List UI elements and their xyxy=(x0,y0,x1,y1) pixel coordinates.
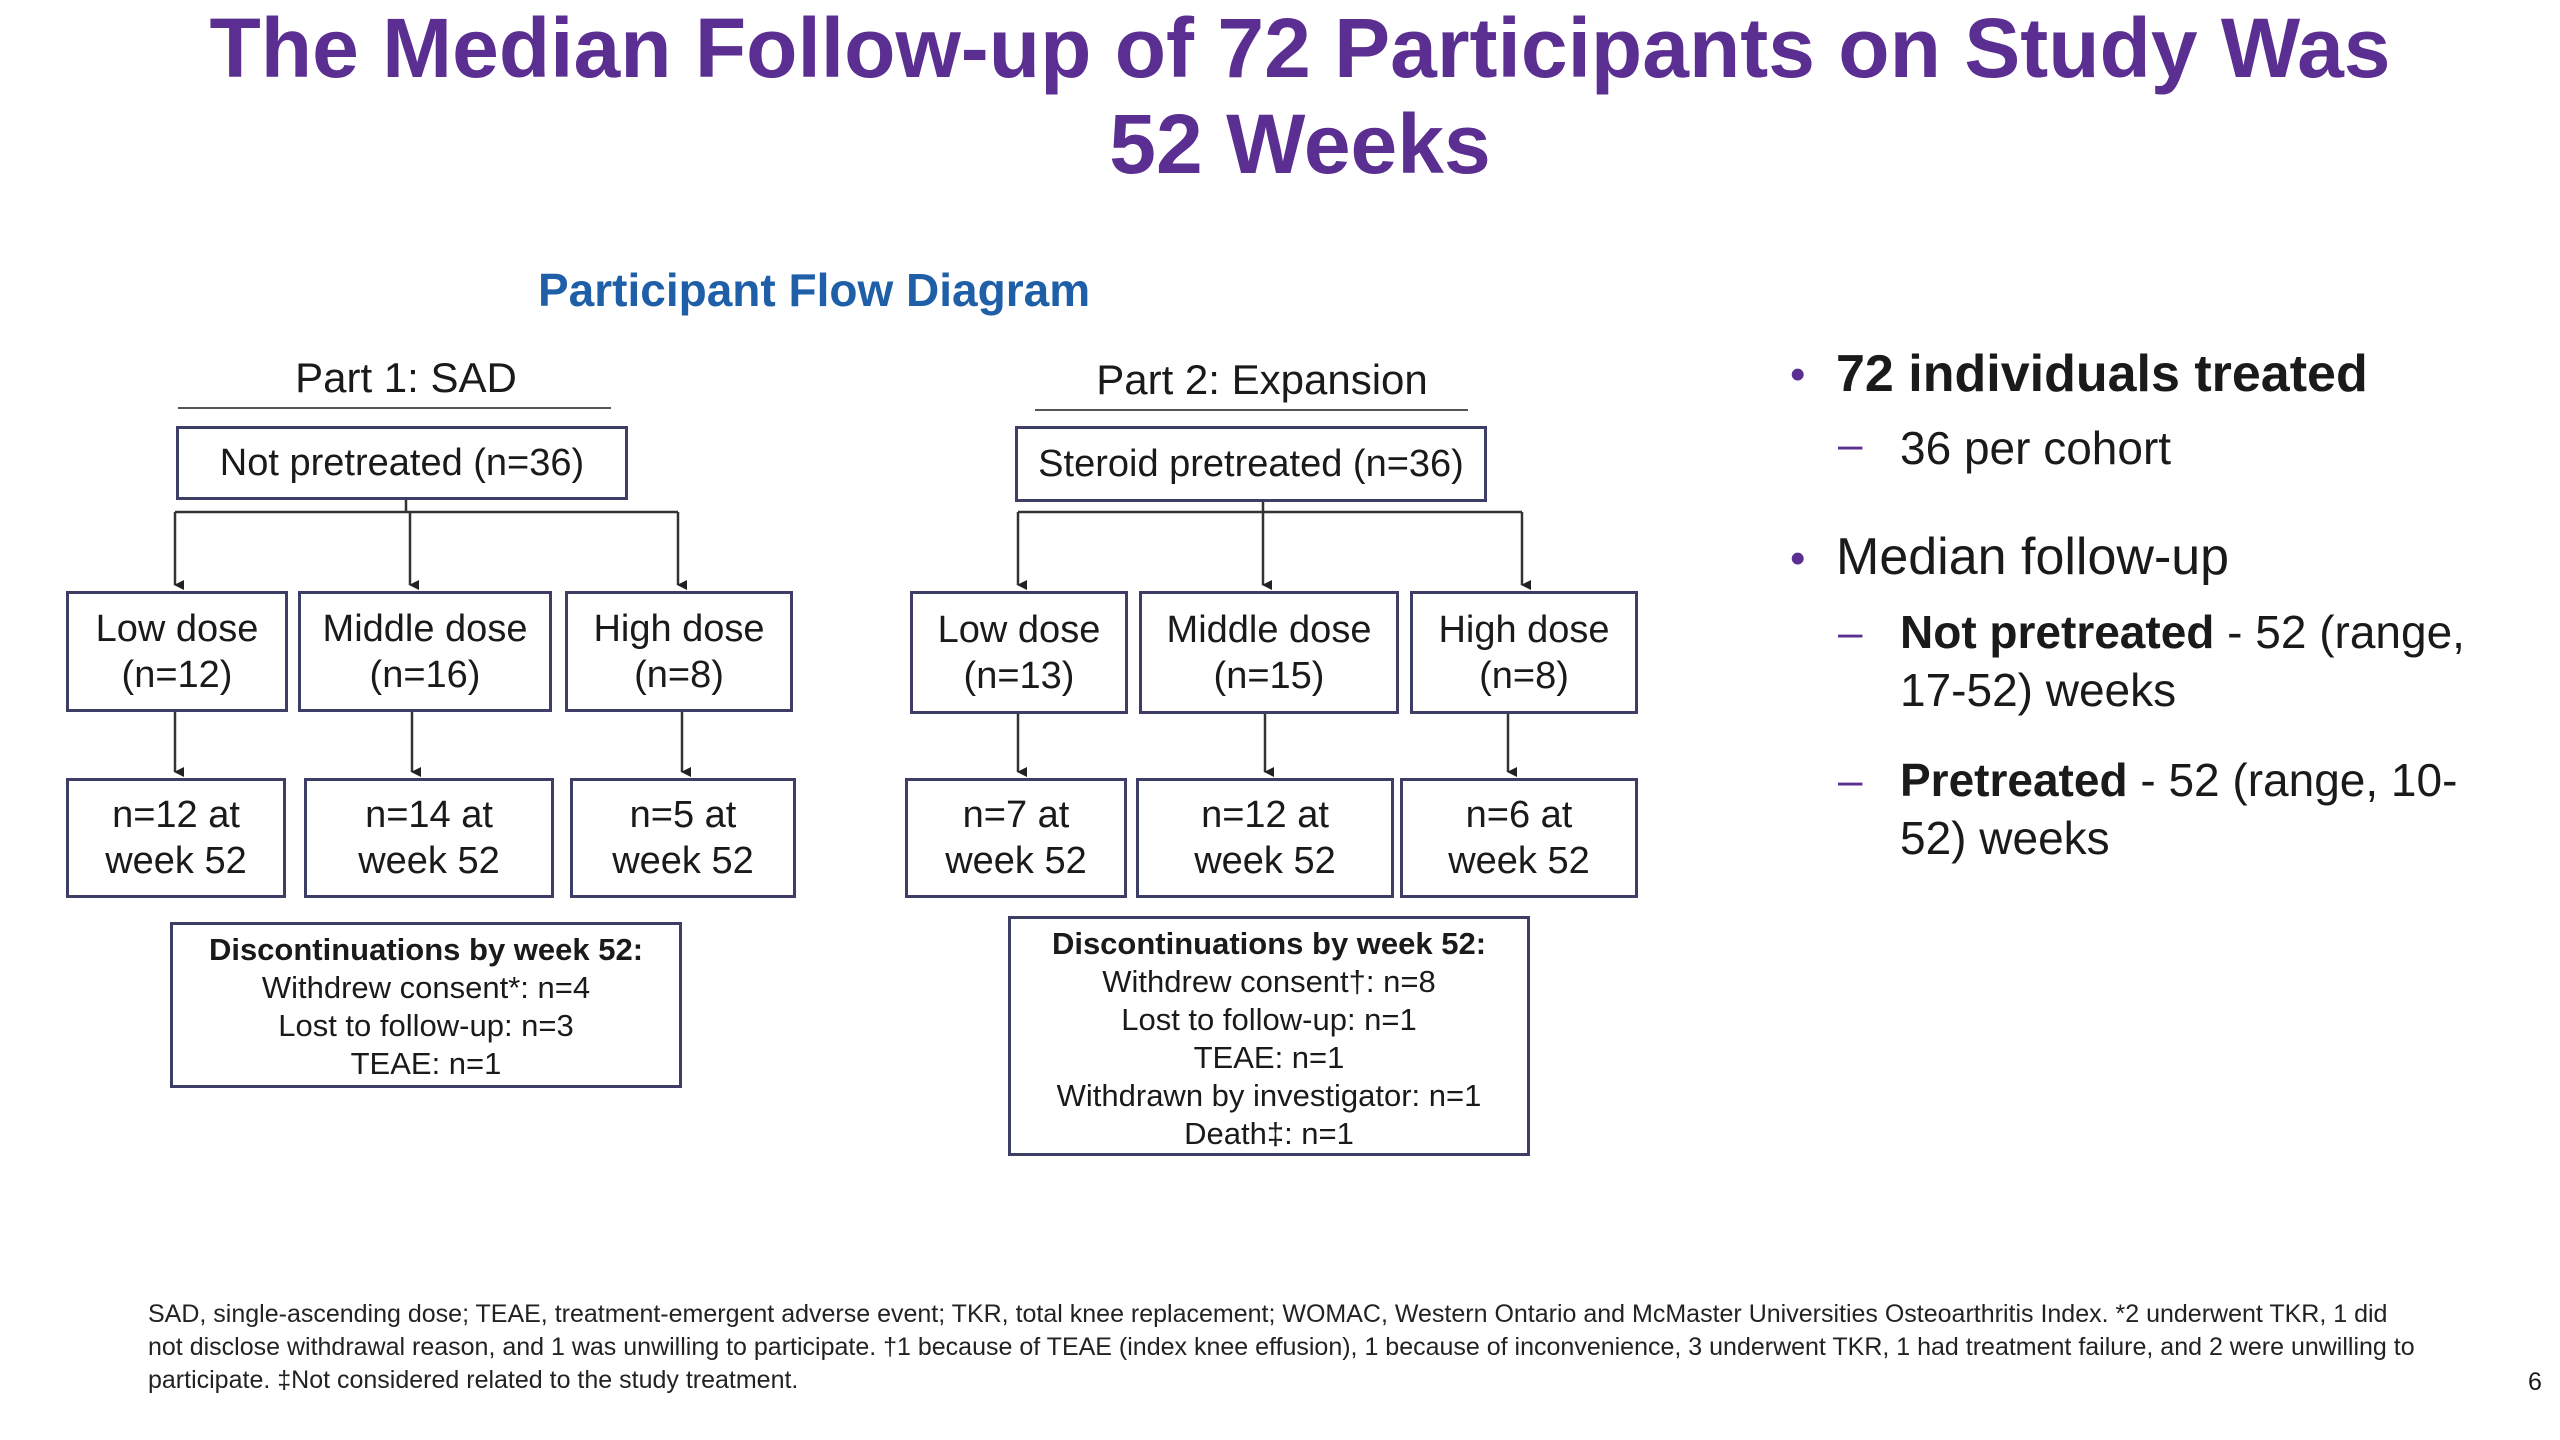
bullet-pretreated-value: - 52 (range, 10-52) weeks xyxy=(1900,754,2458,864)
discontinuation-line: TEAE: n=1 xyxy=(1193,1040,1345,1075)
bullet-not-pretreated-value: - 52 (range, 17-52) weeks xyxy=(1900,606,2465,716)
week52-label: week 52 xyxy=(358,840,500,882)
part1-week52-high-box: n=5 at week 52 xyxy=(570,778,796,898)
part2-arm-high-box: High dose (n=8) xyxy=(1410,591,1638,714)
part2-week52-mid-box: n=12 at week 52 xyxy=(1136,778,1394,898)
part1-week52-low-box: n=12 at week 52 xyxy=(66,778,286,898)
week52-label: week 52 xyxy=(612,840,754,882)
bullet-per-cohort: 36 per cohort xyxy=(1900,422,2172,474)
bullet-dash: – xyxy=(1838,756,1863,805)
slide-title: The Median Follow-up of 72 Participants … xyxy=(0,0,2560,192)
footnote: SAD, single-ascending dose; TEAE, treatm… xyxy=(148,1300,2415,1394)
arm-label: Middle dose xyxy=(322,607,528,650)
arm-label: High dose xyxy=(1438,608,1610,651)
arm-label: High dose xyxy=(593,607,765,650)
arm-n: (n=15) xyxy=(1213,654,1325,697)
part2-label: Part 2: Expansion xyxy=(1096,356,1428,403)
title-line-1: The Median Follow-up of 72 Participants … xyxy=(209,1,2391,95)
bullet-not-pretreated: Not pretreated - 52 (range, 17-52) weeks xyxy=(1900,603,2520,719)
arm-label: Low dose xyxy=(95,607,259,650)
arm-n: (n=12) xyxy=(121,653,233,696)
week52-count: n=12 at xyxy=(1201,794,1329,836)
bullet-pretreated-label: Pretreated xyxy=(1900,754,2128,806)
part1-arm-mid-box: Middle dose (n=16) xyxy=(298,591,552,712)
part1-cohort-box: Not pretreated (n=36) xyxy=(176,426,628,500)
week52-label: week 52 xyxy=(1194,840,1336,882)
discontinuations-header: Discontinuations by week 52: xyxy=(208,932,644,967)
part2-arm-low-box: Low dose (n=13) xyxy=(910,591,1128,714)
discontinuations-header: Discontinuations by week 52: xyxy=(1051,926,1487,961)
discontinuation-line: Lost to follow-up: n=3 xyxy=(278,1008,574,1043)
bullet-dot: • xyxy=(1790,534,1806,583)
page-number: 6 xyxy=(2528,1368,2542,1396)
week52-label: week 52 xyxy=(1448,840,1590,882)
part2-cohort-label: Steroid pretreated (n=36) xyxy=(1038,443,1464,485)
arm-n: (n=8) xyxy=(634,653,724,696)
discontinuation-line: Withdrawn by investigator: n=1 xyxy=(1056,1078,1482,1113)
part2-week52-high-box: n=6 at week 52 xyxy=(1400,778,1638,898)
diagram-heading: Participant Flow Diagram xyxy=(538,264,1091,316)
arm-label: Middle dose xyxy=(1166,608,1372,651)
part2-week52-low-box: n=7 at week 52 xyxy=(905,778,1127,898)
week52-count: n=7 at xyxy=(962,794,1070,836)
part1-cohort-label: Not pretreated (n=36) xyxy=(219,442,585,484)
title-line-2: 52 Weeks xyxy=(1109,97,1491,191)
part2-arm-mid-box: Middle dose (n=15) xyxy=(1139,591,1399,714)
arm-label: Low dose xyxy=(937,608,1101,651)
part1-discontinuations-box: Discontinuations by week 52: Withdrew co… xyxy=(170,922,682,1088)
bullet-dash: – xyxy=(1838,420,1863,469)
week52-count: n=5 at xyxy=(629,794,737,836)
arm-n: (n=16) xyxy=(369,653,481,696)
part1-underline xyxy=(178,407,611,409)
week52-count: n=14 at xyxy=(365,794,493,836)
arm-n: (n=8) xyxy=(1479,654,1569,697)
part1-label: Part 1: SAD xyxy=(295,354,517,401)
part2-underline xyxy=(1035,409,1468,411)
week52-count: n=12 at xyxy=(112,794,240,836)
bullet-not-pretreated-label: Not pretreated xyxy=(1900,606,2215,658)
bullet-pretreated: Pretreated - 52 (range, 10-52) weeks xyxy=(1900,751,2460,867)
bullet-median-followup: Median follow-up xyxy=(1836,528,2230,586)
part2-cohort-box: Steroid pretreated (n=36) xyxy=(1015,426,1487,502)
part2-discontinuations-box: Discontinuations by week 52: Withdrew co… xyxy=(1008,916,1530,1156)
week52-label: week 52 xyxy=(945,840,1087,882)
discontinuation-line: TEAE: n=1 xyxy=(350,1046,502,1081)
bullet-dash: – xyxy=(1838,608,1863,657)
bullet-individuals-treated: 72 individuals treated xyxy=(1836,345,2368,403)
week52-label: week 52 xyxy=(105,840,247,882)
part1-week52-mid-box: n=14 at week 52 xyxy=(304,778,554,898)
week52-count: n=6 at xyxy=(1465,794,1573,836)
part1-arm-high-box: High dose (n=8) xyxy=(565,591,793,712)
arm-n: (n=13) xyxy=(963,654,1075,697)
discontinuation-line: Withdrew consent*: n=4 xyxy=(261,970,591,1005)
bullet-dot: • xyxy=(1790,350,1806,399)
discontinuation-line: Death‡: n=1 xyxy=(1184,1116,1354,1151)
discontinuation-line: Withdrew consent†: n=8 xyxy=(1102,964,1436,999)
part1-arm-low-box: Low dose (n=12) xyxy=(66,591,288,712)
discontinuation-line: Lost to follow-up: n=1 xyxy=(1121,1002,1417,1037)
